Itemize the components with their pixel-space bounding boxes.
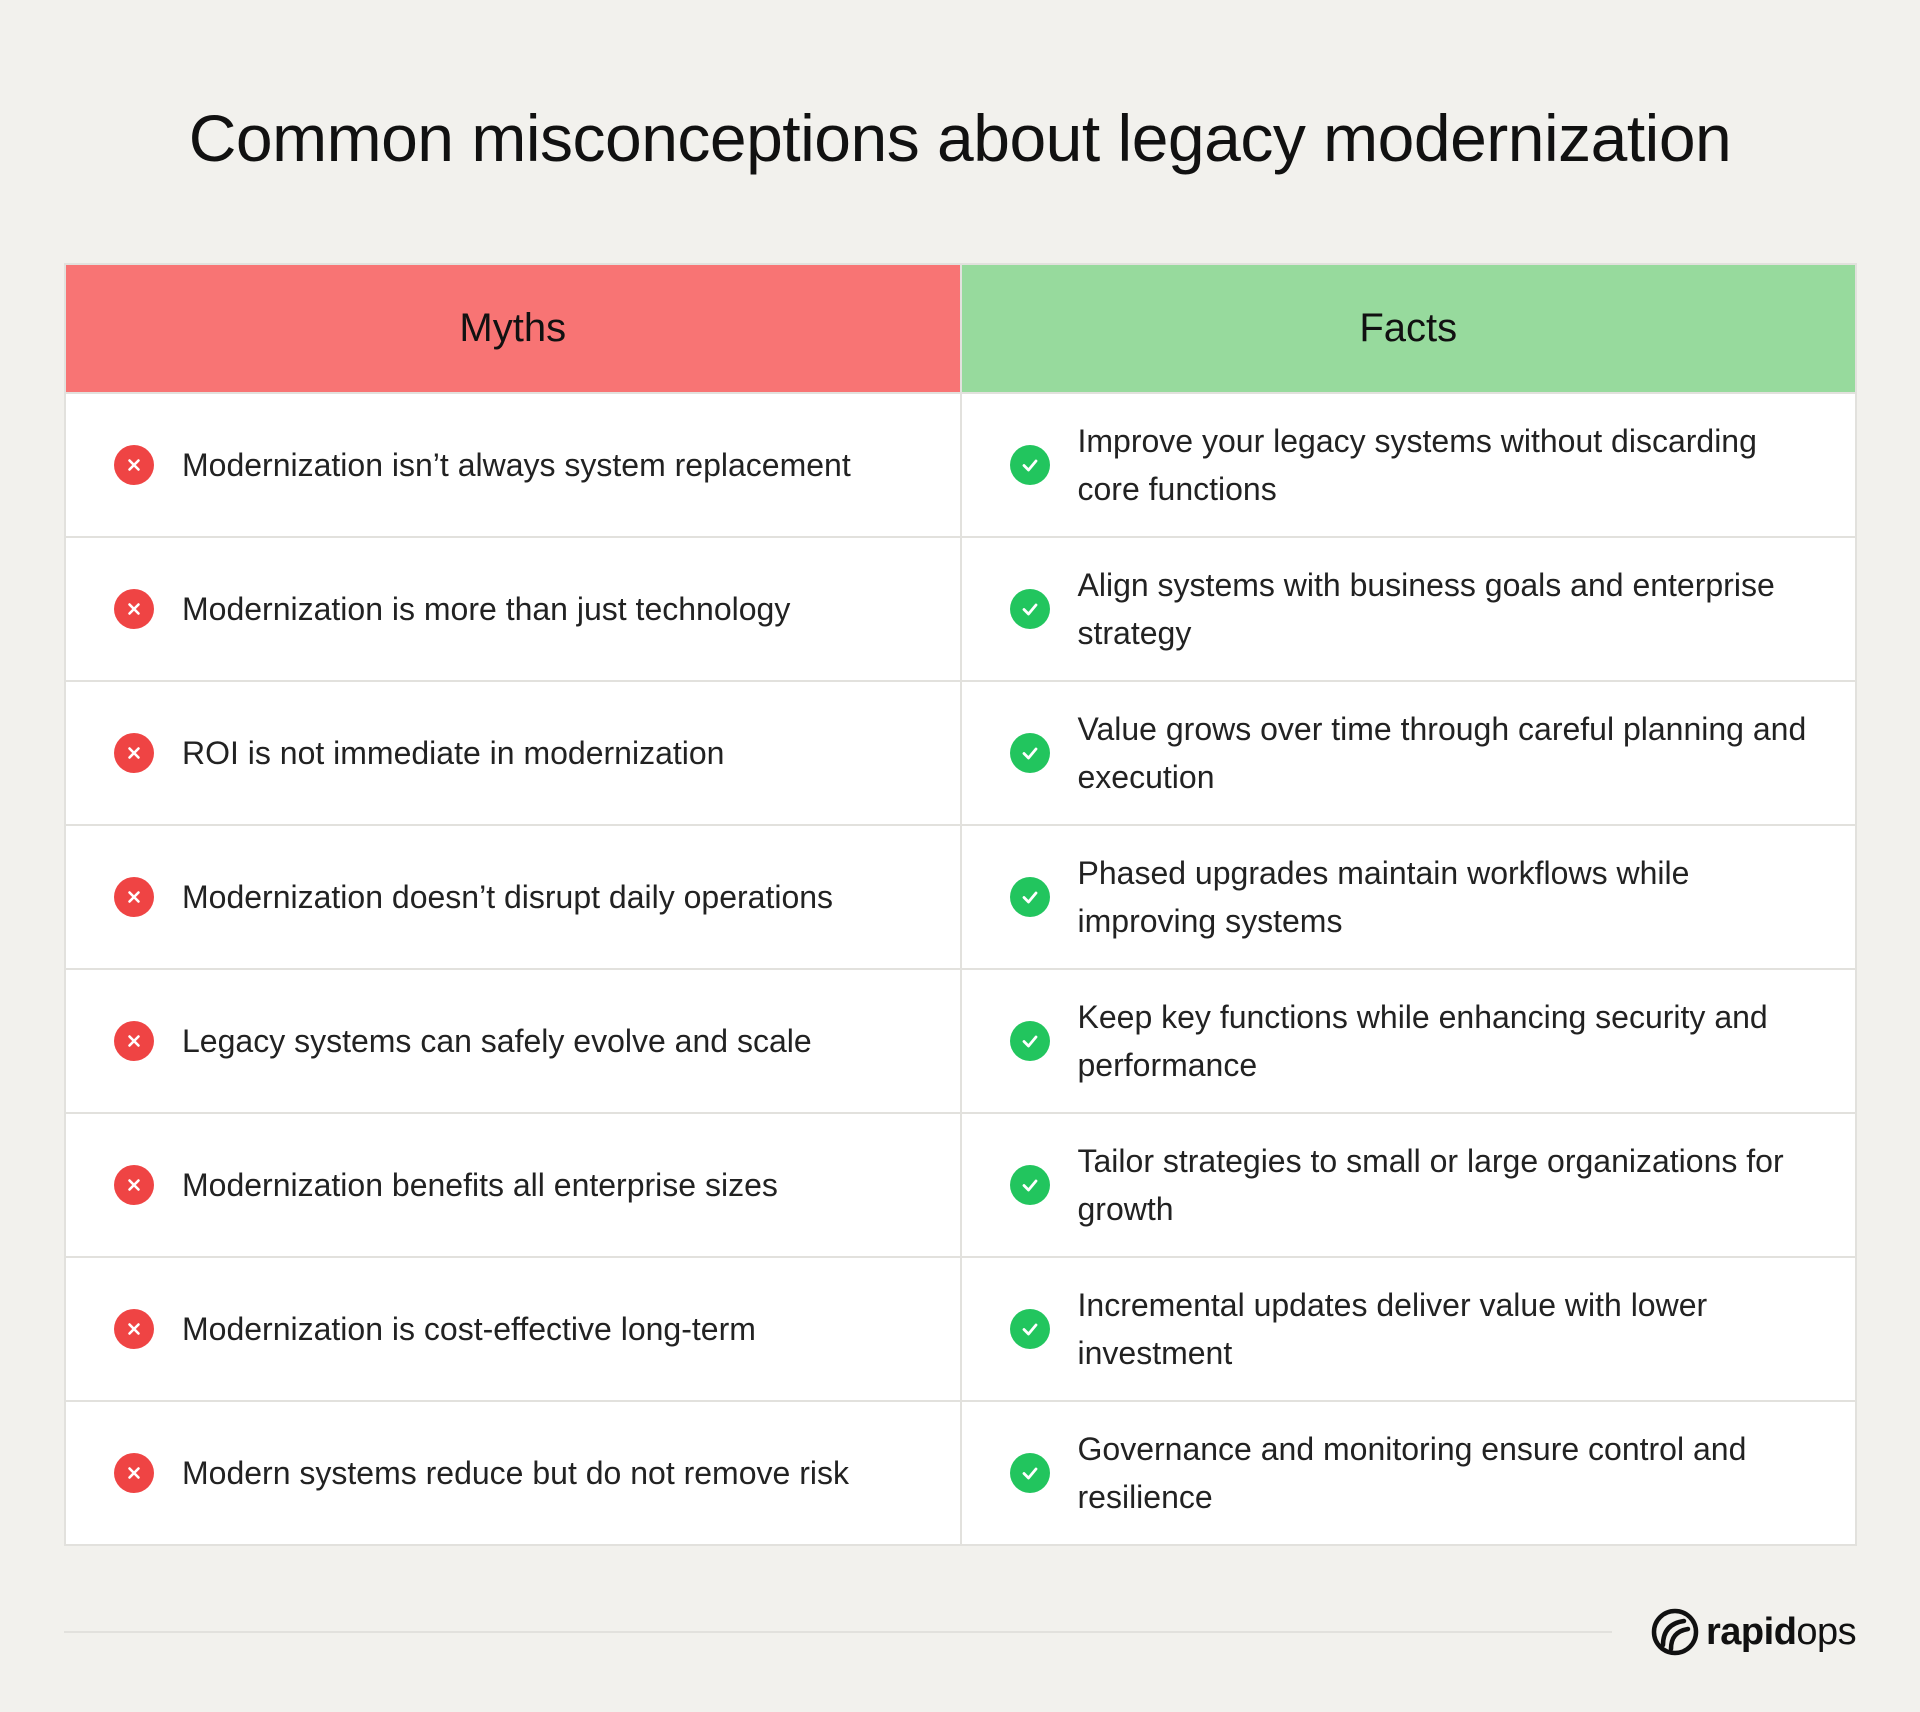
fact-text: Value grows over time through careful pl… [1077, 711, 1807, 795]
myth-cell: Modernization isn’t always system replac… [66, 394, 962, 536]
fact-text: Improve your legacy systems without disc… [1077, 423, 1757, 507]
fact-text: Align systems with business goals and en… [1077, 567, 1775, 651]
myth-text: Modernization is cost-effective long-ter… [182, 1311, 756, 1347]
table-row: Legacy systems can safely evolve and sca… [66, 968, 1855, 1112]
fact-cell: Value grows over time through careful pl… [962, 682, 1856, 824]
check-circle-icon [1009, 733, 1050, 773]
fact-cell: Align systems with business goals and en… [962, 538, 1856, 680]
x-circle-icon [114, 1165, 154, 1205]
myth-cell: Modernization benefits all enterprise si… [66, 1114, 962, 1256]
table-row: Modernization is more than just technolo… [66, 536, 1855, 680]
check-circle-icon [1009, 589, 1050, 629]
check-circle-icon [1009, 445, 1050, 485]
table-row: Modern systems reduce but do not remove … [66, 1400, 1855, 1544]
myth-cell: ROI is not immediate in modernization [66, 682, 962, 824]
fact-text: Governance and monitoring ensure control… [1077, 1431, 1747, 1515]
x-circle-icon [114, 1021, 154, 1061]
check-circle-icon [1009, 877, 1050, 917]
fact-text: Incremental updates deliver value with l… [1077, 1287, 1708, 1371]
facts-header: Facts [961, 265, 1855, 392]
myths-facts-table: Myths Facts Modernization isn’t always s… [64, 263, 1857, 1546]
table-body: Modernization isn’t always system replac… [66, 392, 1855, 1544]
myth-text: Modernization is more than just technolo… [182, 591, 791, 627]
x-circle-icon [114, 589, 154, 629]
myth-cell: Modernization is cost-effective long-ter… [66, 1258, 962, 1400]
fact-text: Keep key functions while enhancing secur… [1077, 999, 1768, 1083]
fact-cell: Governance and monitoring ensure control… [962, 1402, 1856, 1544]
x-circle-icon [114, 877, 154, 917]
table-row: ROI is not immediate in modernization Val… [66, 680, 1855, 824]
fact-cell: Keep key functions while enhancing secur… [962, 970, 1856, 1112]
table-row: Modernization is cost-effective long-ter… [66, 1256, 1855, 1400]
logo-wordmark: rapidops [1706, 1610, 1857, 1654]
myth-text: Modernization benefits all enterprise si… [182, 1167, 778, 1203]
table-row: Modernization benefits all enterprise si… [66, 1112, 1855, 1256]
fact-cell: Incremental updates deliver value with l… [962, 1258, 1856, 1400]
x-circle-icon [114, 733, 154, 773]
table-row: Modernization isn’t always system replac… [66, 392, 1855, 536]
x-circle-icon [114, 1309, 154, 1349]
myth-cell: Legacy systems can safely evolve and sca… [66, 970, 962, 1112]
myth-text: ROI is not immediate in modernization [182, 735, 725, 771]
page-title: Common misconceptions about legacy moder… [188, 101, 1732, 175]
table-header-row: Myths Facts [66, 265, 1855, 392]
check-circle-icon [1009, 1309, 1050, 1349]
fact-cell: Phased upgrades maintain workflows while… [962, 826, 1856, 968]
logo-wordmark-ops: ops [1796, 1610, 1857, 1653]
fact-cell: Improve your legacy systems without disc… [962, 394, 1856, 536]
table-row: Modernization doesn’t disrupt daily oper… [66, 824, 1855, 968]
check-circle-icon [1009, 1453, 1050, 1493]
check-circle-icon [1009, 1165, 1050, 1205]
myth-text: Modern systems reduce but do not remove … [182, 1455, 849, 1491]
myth-text: Modernization doesn’t disrupt daily oper… [182, 879, 834, 915]
footer-divider [64, 1631, 1612, 1633]
logo-wordmark-rapid: rapid [1706, 1610, 1797, 1653]
x-circle-icon [114, 445, 154, 485]
fact-text: Phased upgrades maintain workflows while… [1077, 855, 1690, 939]
fact-cell: Tailor strategies to small or large orga… [962, 1114, 1856, 1256]
rapidops-logo-mark-icon [1651, 1608, 1699, 1656]
myths-header: Myths [66, 265, 962, 392]
fact-text: Tailor strategies to small or large orga… [1077, 1143, 1784, 1227]
myth-cell: Modernization is more than just technolo… [66, 538, 962, 680]
myth-cell: Modern systems reduce but do not remove … [66, 1402, 962, 1544]
myth-text: Legacy systems can safely evolve and sca… [182, 1023, 812, 1059]
check-circle-icon [1009, 1021, 1050, 1061]
myth-cell: Modernization doesn’t disrupt daily oper… [66, 826, 962, 968]
rapidops-logo: rapidops [1650, 1606, 1857, 1658]
x-circle-icon [114, 1453, 154, 1493]
myth-text: Modernization isn’t always system replac… [182, 447, 851, 483]
